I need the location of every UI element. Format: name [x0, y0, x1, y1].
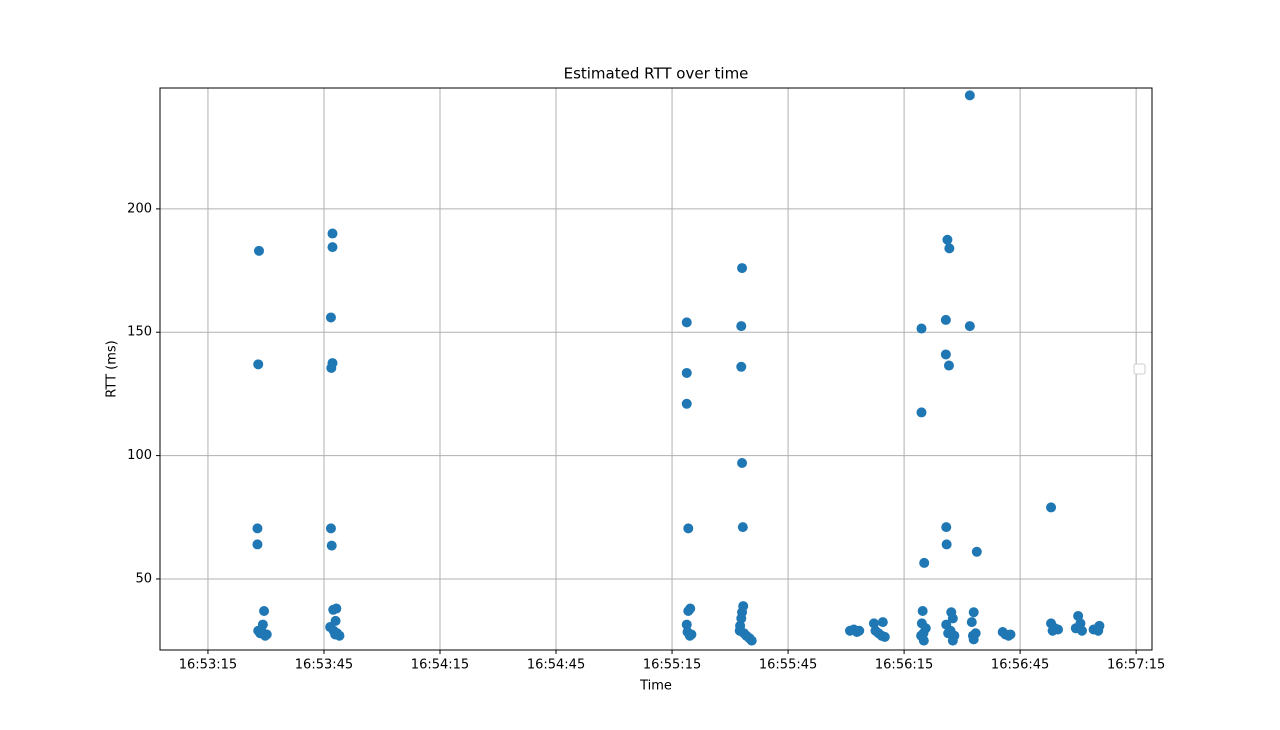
point [681, 619, 692, 630]
point [964, 321, 975, 332]
y-axis-label: RTT (ms) [105, 340, 120, 397]
point [944, 243, 955, 254]
point [916, 407, 927, 418]
x-tick-label: 16:54:45 [527, 658, 585, 673]
y-tick-label: 100 [127, 448, 152, 463]
point [326, 363, 337, 374]
point [966, 617, 977, 628]
y-tick-label: 50 [135, 571, 152, 586]
point [252, 539, 263, 550]
point [917, 606, 928, 617]
point [1053, 624, 1064, 635]
point [971, 546, 982, 557]
point [736, 613, 747, 624]
point [683, 606, 694, 617]
legend [1133, 363, 1146, 375]
point [1093, 625, 1104, 636]
point [1046, 502, 1057, 513]
x-tick-label: 16:55:15 [643, 658, 701, 673]
point [1005, 629, 1016, 640]
point [879, 631, 890, 642]
point [683, 523, 694, 534]
x-tick-label: 16:55:45 [759, 658, 817, 673]
point [964, 90, 975, 101]
point [942, 234, 953, 245]
x-tick-label: 16:56:45 [991, 658, 1049, 673]
point [968, 607, 979, 618]
point [919, 557, 930, 568]
chart-title: Estimated RTT over time [564, 65, 749, 83]
point [1076, 625, 1087, 636]
point [940, 349, 951, 360]
point [968, 634, 979, 645]
point [681, 398, 692, 409]
point [916, 323, 927, 334]
x-tick-label: 16:56:15 [875, 658, 933, 673]
point [746, 635, 757, 646]
point [737, 457, 748, 468]
x-tick-label: 16:54:15 [411, 658, 469, 673]
x-tick-label: 16:53:45 [295, 658, 353, 673]
point [327, 228, 338, 239]
x-tick-label: 16:53:15 [179, 658, 237, 673]
point [737, 522, 748, 533]
point [943, 360, 954, 371]
point [328, 604, 339, 615]
point [259, 606, 270, 617]
marks [252, 90, 1105, 646]
point [253, 359, 264, 370]
point [737, 263, 748, 274]
x-axis-label: Time [639, 679, 672, 694]
y-tick-label: 150 [127, 325, 152, 340]
point [877, 617, 888, 628]
point [947, 613, 958, 624]
x-tick-label: 16:57:15 [1107, 658, 1165, 673]
point [327, 242, 338, 253]
point [684, 630, 695, 641]
grid [156, 88, 1152, 654]
point [918, 635, 929, 646]
point [325, 523, 336, 534]
point [254, 245, 265, 256]
point [681, 367, 692, 378]
point [854, 625, 865, 636]
y-tick-label: 200 [127, 201, 152, 216]
point [325, 312, 336, 323]
point [326, 540, 337, 551]
point [736, 361, 747, 372]
point [947, 635, 958, 646]
point [261, 629, 272, 640]
point [330, 629, 341, 640]
point [252, 523, 263, 534]
point [736, 321, 747, 332]
point [681, 317, 692, 328]
plot-frame [159, 87, 1153, 651]
point [941, 522, 952, 533]
point [941, 539, 952, 550]
point [940, 314, 951, 325]
